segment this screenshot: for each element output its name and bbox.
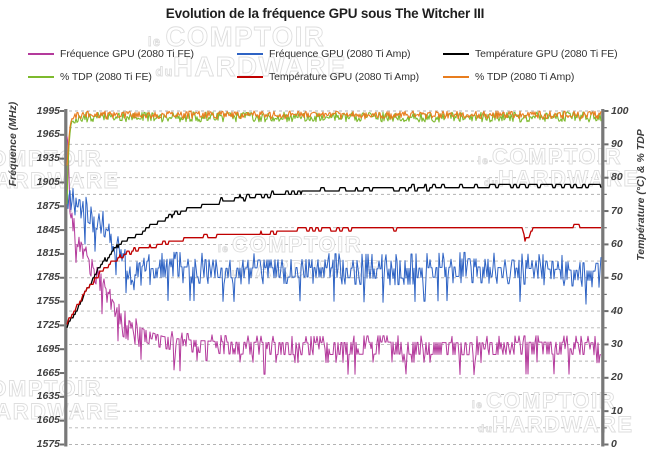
series-line-1 [66,188,602,305]
y-left-tick-label: 1905 [36,175,60,188]
series-line-5 [66,110,602,166]
legend-swatch [237,53,263,55]
legend-label: % TDP (2080 Ti Amp) [475,71,575,83]
svg-text:le: le [218,244,229,255]
legend-label: Fréquence GPU (2080 Ti FE) [60,48,194,60]
y-left-tick-label: 1845 [36,223,60,236]
legend-item: Température GPU (2080 Ti Amp) [237,71,419,83]
legend-item: Température GPU (2080 Ti FE) [443,48,618,60]
legend-swatch [237,76,263,78]
svg-text:COMPTOIR: COMPTOIR [166,21,326,52]
y-left-tick-label: 1605 [36,414,60,427]
y-right-tick-label: 60 [611,237,623,250]
y-right-tick-label: 90 [611,137,623,150]
y-left-tick-label: 1755 [36,295,60,308]
y-right-tick-label: 10 [611,404,623,417]
y-right-tick-label: 80 [611,171,623,184]
svg-text:du: du [478,424,493,435]
svg-text:HARDWARE: HARDWARE [0,168,120,193]
y-right-tick-label: 40 [611,304,623,317]
y-left-tick-label: 1725 [36,318,60,331]
svg-text:du: du [484,178,499,189]
series-line-2 [66,183,602,328]
y-left-tick-label: 1635 [36,390,60,403]
y-left-tick-label: 1995 [36,104,60,117]
svg-text:COMPTOIR: COMPTOIR [492,144,622,169]
legend-swatch [28,76,54,78]
legend-label: Température GPU (2080 Ti Amp) [269,71,419,83]
y-right-tick-label: 30 [611,337,623,350]
y-right-tick-label: 50 [611,271,623,284]
svg-text:HARDWARE: HARDWARE [492,412,634,437]
svg-text:COMPTOIR: COMPTOIR [0,146,102,171]
svg-text:le: le [148,35,161,49]
axes [60,109,609,447]
svg-text:COMPTOIR: COMPTOIR [0,376,102,401]
svg-text:HARDWARE: HARDWARE [0,399,120,424]
y-right-tick-label: 20 [611,371,623,384]
svg-text:le: le [478,156,489,167]
y-left-tick-label: 1815 [36,247,60,260]
legend-label: Fréquence GPU (2080 Ti Amp) [269,48,411,60]
y-left-tick-label: 1935 [36,152,60,165]
series-line-3 [66,111,602,205]
legend-label: % TDP (2080 Ti FE) [60,71,152,83]
chart-title: Evolution de la fréquence GPU sous The W… [165,6,485,21]
y-left-tick-label: 1785 [36,271,60,284]
y-left-tick-label: 1665 [36,366,60,379]
svg-text:COMPTOIR: COMPTOIR [486,388,616,413]
y-left-tick-label: 1695 [36,342,60,355]
y-right-tick-label: 70 [611,204,623,217]
svg-text:le: le [472,400,483,411]
y-left-tick-label: 1575 [36,438,60,450]
watermark: leCOMPTOIRduHARDWAREleCOMPTOIRduHARDWARE… [0,21,640,438]
legend-swatch [28,53,54,55]
legend-item: Fréquence GPU (2080 Ti Amp) [237,48,411,60]
svg-text:du: du [156,65,174,79]
series-line-4 [66,223,601,325]
series-lines [66,110,602,376]
y-left-tick-label: 1875 [36,199,60,212]
y-right-tick-label: 100 [611,104,629,117]
svg-text:COMPTOIR: COMPTOIR [232,232,362,257]
y-left-tick-label: 1965 [36,128,60,141]
legend-item: Fréquence GPU (2080 Ti FE) [28,48,194,60]
svg-text:HARDWARE: HARDWARE [498,166,640,191]
legend-label: Température GPU (2080 Ti FE) [475,48,618,60]
legend-swatch [443,53,469,55]
legend-item: % TDP (2080 Ti Amp) [443,71,574,83]
y-right-tick-label: 0 [611,438,617,450]
legend-swatch [443,76,469,78]
legend-item: % TDP (2080 Ti FE) [28,71,152,83]
series-line-0 [66,136,601,376]
